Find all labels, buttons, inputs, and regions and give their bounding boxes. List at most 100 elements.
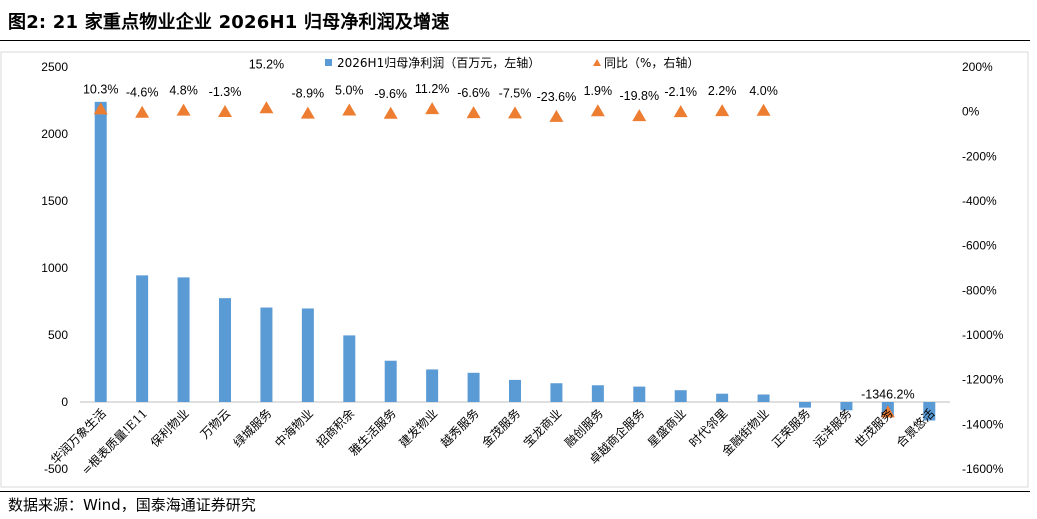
bar-6 — [301, 308, 314, 402]
right-tick-label: -1000% — [962, 328, 1004, 342]
bar-3 — [177, 277, 190, 402]
growth-label-8: -9.6% — [374, 87, 407, 101]
plot-frame — [0, 51, 1029, 488]
growth-marker-6 — [300, 106, 315, 119]
bar-18 — [799, 402, 811, 408]
growth-label-15: -2.1% — [664, 85, 697, 99]
growth-marker-7 — [342, 103, 357, 116]
right-tick-label: -400% — [962, 194, 997, 208]
bar-12 — [550, 383, 563, 402]
chart: 2026H1归母净利润（百万元，左轴） 同比（%，右轴） 2500 2000 150… — [0, 51, 1029, 488]
growth-label-20: -1346.2% — [861, 387, 915, 401]
growth-label-6: -8.9% — [292, 87, 325, 101]
left-tick-label: 1000 — [41, 261, 68, 275]
growth-label-1: 10.3% — [83, 82, 118, 96]
growth-label-17: 4.0% — [749, 84, 778, 98]
category-label: 保利物业 — [148, 406, 192, 450]
legend-bar-label: 2026H1归母净利润（百万元，左轴） — [337, 55, 540, 70]
growth-marker-15 — [673, 105, 688, 118]
category-label: 世茂服务 — [851, 406, 896, 451]
source-note: 数据来源：Wind，国泰海通证券研究 — [8, 496, 256, 514]
bar-8 — [384, 360, 397, 402]
bar-4 — [219, 298, 231, 402]
left-tick-label: 1500 — [41, 194, 68, 208]
growth-marker-11 — [508, 106, 522, 119]
right-tick-label: -800% — [962, 283, 997, 297]
left-tick-label: 2000 — [41, 127, 68, 141]
category-label: 远洋服务 — [810, 406, 855, 451]
growth-labels: 10.3% -4.6% 4.8% -1.3% 15.2% -8.9% 5.0% -9.6% 11… — [83, 57, 915, 401]
growth-marker-20 — [880, 405, 895, 418]
growth-marker-2 — [135, 105, 150, 118]
growth-marker-3 — [176, 103, 191, 116]
growth-label-14: -19.8% — [619, 89, 659, 103]
bar-7 — [343, 335, 356, 402]
right-axis-ticks: 200% 0% -200% -400% -600% -800% -1000% -1200% -1… — [962, 60, 1004, 476]
growth-marker-1 — [93, 102, 108, 115]
bar-1 — [94, 101, 107, 402]
bar-5 — [260, 307, 273, 402]
bar-series — [94, 101, 936, 421]
bar-17 — [757, 394, 770, 402]
right-tick-label: -600% — [962, 239, 997, 253]
legend-triangle-swatch — [593, 59, 601, 66]
category-label: 越秀服务 — [437, 406, 482, 451]
growth-label-7: 5.0% — [335, 84, 364, 98]
legend: 2026H1归母净利润（百万元，左轴） 同比（%，右轴） — [325, 55, 699, 70]
left-tick-label: 0 — [61, 395, 68, 409]
left-tick-label: 2500 — [41, 60, 68, 74]
bar-9 — [426, 369, 439, 402]
growth-marker-10 — [466, 106, 481, 119]
right-tick-label: -1600% — [962, 462, 1004, 476]
bar-14 — [633, 386, 646, 402]
growth-marker-13 — [590, 104, 605, 117]
category-label: 金茂服务 — [479, 406, 524, 451]
growth-label-9: 11.2% — [415, 82, 450, 96]
bar-11 — [509, 379, 521, 402]
category-label: 合景悠活 — [893, 406, 938, 451]
category-label: 星盛商业 — [644, 406, 689, 451]
bar-10 — [467, 372, 480, 402]
left-tick-label: -500 — [44, 462, 68, 476]
right-tick-label: 200% — [962, 60, 993, 74]
growth-label-11: -7.5% — [499, 86, 532, 100]
growth-marker-5 — [259, 101, 274, 114]
growth-label-5: 15.2% — [249, 57, 284, 71]
right-tick-label: 0% — [962, 105, 980, 119]
category-label: 中海物业 — [271, 406, 316, 451]
bottom-rule — [0, 491, 1030, 492]
growth-marker-4 — [218, 104, 232, 117]
category-label: 正荣服务 — [769, 406, 814, 451]
bar-15 — [674, 390, 687, 402]
growth-marker-17 — [756, 103, 771, 116]
growth-series — [93, 101, 895, 418]
chart-title: 图2: 21 家重点物业企业 2026H1 归母净利润及增速 — [8, 12, 450, 33]
legend-scatter-label: 同比（%，右轴） — [604, 55, 699, 70]
bar-19 — [840, 402, 853, 411]
growth-label-3: 4.8% — [169, 84, 198, 98]
bar-2 — [136, 275, 149, 402]
category-label: 宝龙商业 — [520, 406, 565, 451]
growth-marker-14 — [632, 109, 647, 122]
left-axis-ticks: 2500 2000 1500 1000 500 0 -500 — [41, 60, 68, 476]
growth-label-16: 2.2% — [708, 84, 737, 98]
growth-marker-9 — [425, 102, 440, 115]
bar-13 — [591, 385, 604, 402]
right-tick-label: -1400% — [962, 417, 1004, 431]
growth-label-13: 1.9% — [584, 84, 613, 98]
left-tick-label: 500 — [48, 328, 68, 342]
growth-marker-16 — [715, 104, 730, 117]
growth-label-2: -4.6% — [126, 86, 159, 100]
category-label: 建发物业 — [396, 406, 441, 451]
growth-label-12: -23.6% — [537, 90, 577, 104]
category-label: 绿城服务 — [230, 406, 275, 451]
right-tick-label: -1200% — [962, 373, 1004, 387]
legend-bar-swatch — [325, 59, 332, 66]
right-tick-label: -200% — [962, 149, 997, 163]
bar-21 — [923, 402, 936, 421]
growth-label-10: -6.6% — [457, 86, 490, 100]
growth-marker-8 — [383, 106, 398, 119]
bar-16 — [716, 393, 729, 402]
growth-marker-12 — [549, 109, 564, 122]
